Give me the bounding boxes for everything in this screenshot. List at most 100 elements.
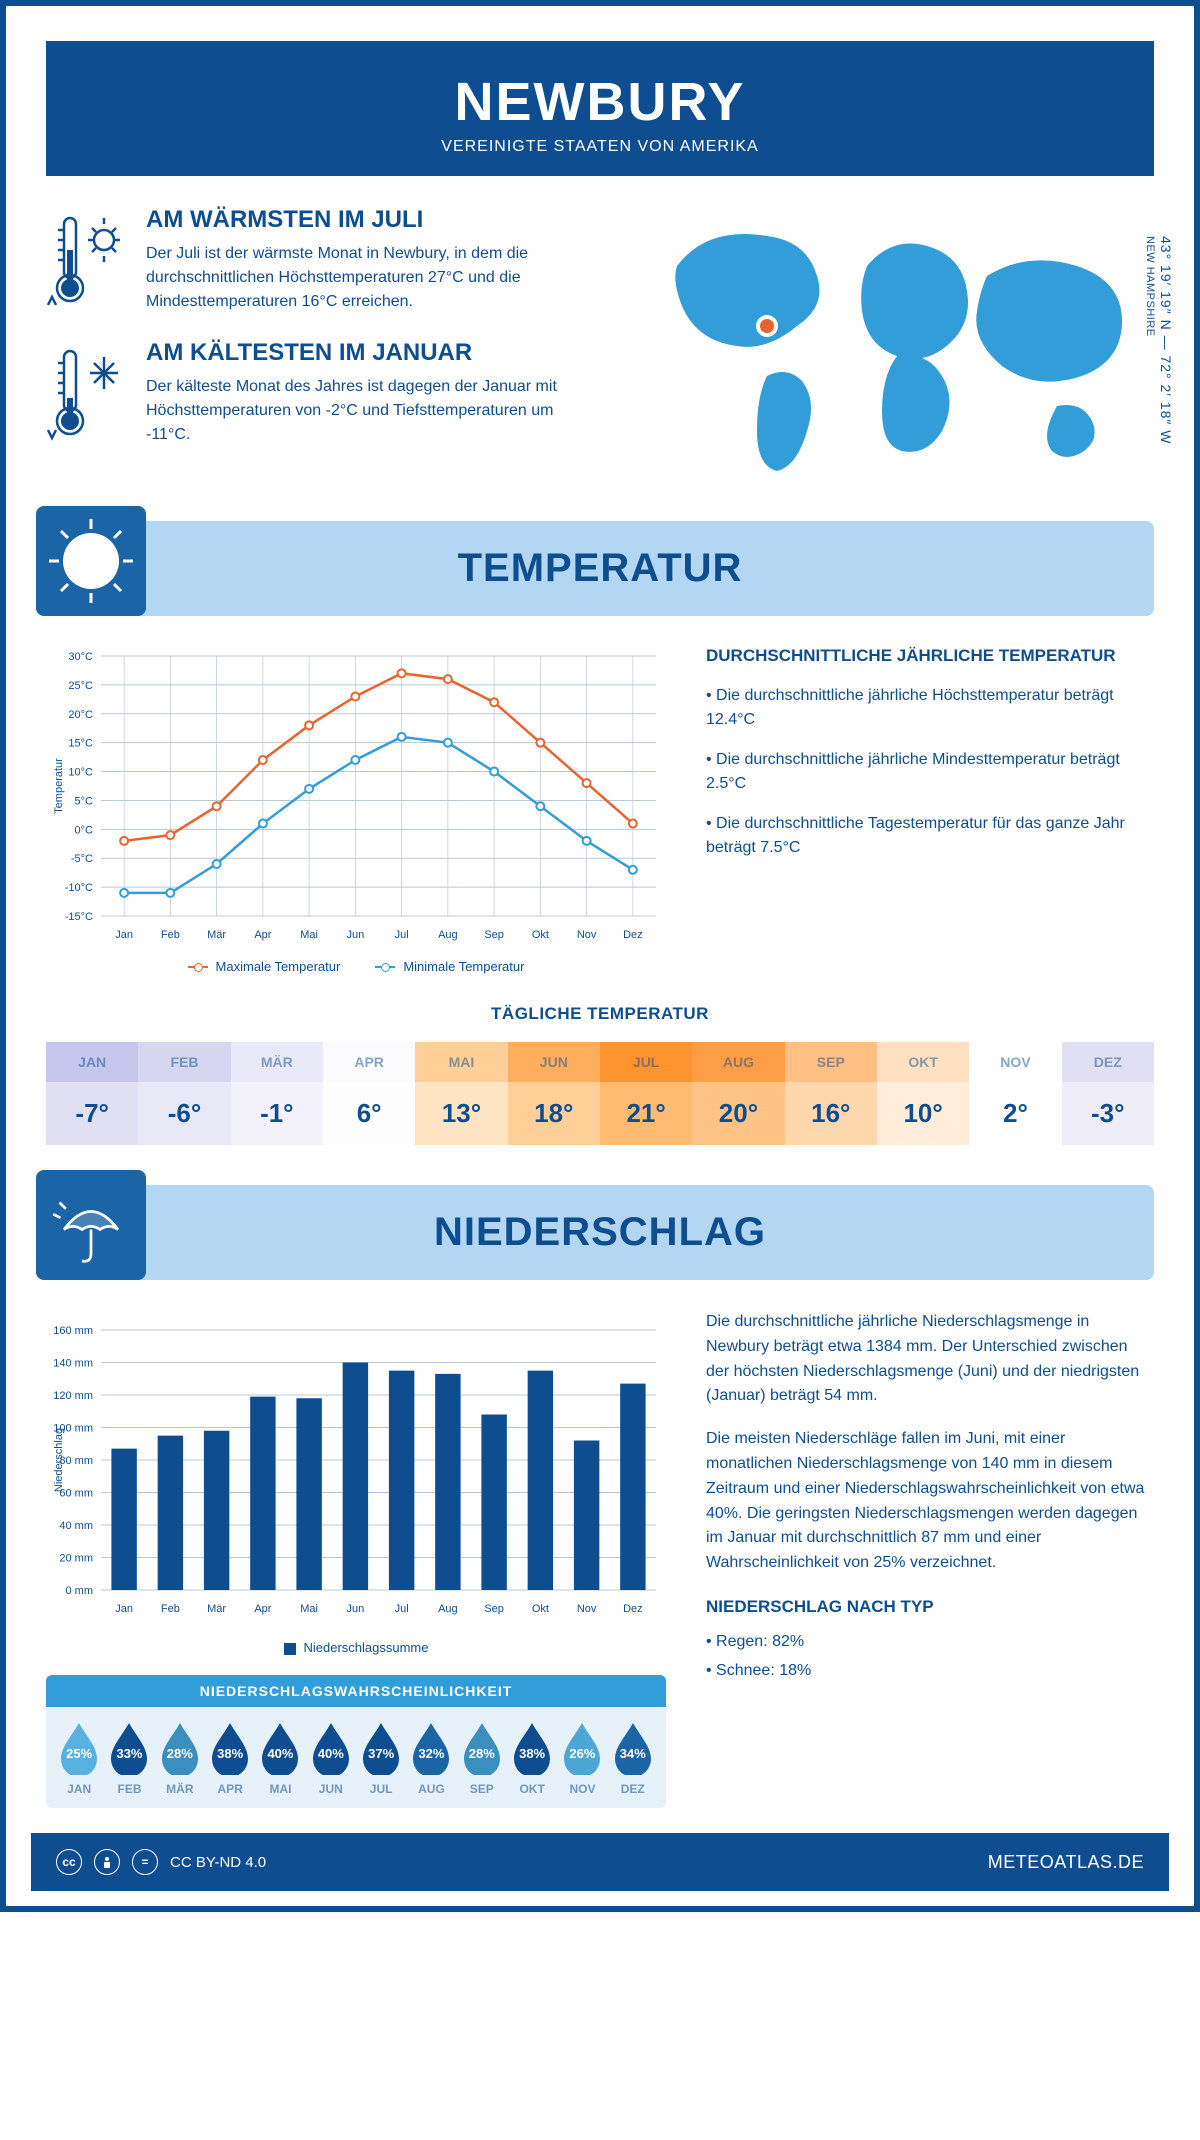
svg-text:Apr: Apr xyxy=(254,1603,271,1615)
svg-text:20°C: 20°C xyxy=(68,709,93,721)
umbrella-icon xyxy=(36,1170,146,1280)
prob-cell: 32%AUG xyxy=(406,1721,456,1796)
warmest-text: Der Juli ist der wärmste Monat in Newbur… xyxy=(146,242,580,314)
svg-text:-15°C: -15°C xyxy=(65,911,93,923)
prob-cell: 33%FEB xyxy=(104,1721,154,1796)
daily-temp-cell: JUN18° xyxy=(508,1042,600,1145)
svg-text:Jan: Jan xyxy=(115,929,133,941)
coldest-block: AM KÄLTESTEN IM JANUAR Der kälteste Mona… xyxy=(46,339,580,447)
precip-section-banner: NIEDERSCHLAG xyxy=(46,1185,1154,1280)
svg-text:Apr: Apr xyxy=(254,929,271,941)
svg-text:Temperatur: Temperatur xyxy=(53,758,65,814)
svg-text:Nov: Nov xyxy=(577,1603,597,1615)
header-area: NEWBURY VEREINIGTE STAATEN VON AMERIKA xyxy=(46,41,1154,176)
svg-text:Mai: Mai xyxy=(300,1603,318,1615)
svg-text:25°C: 25°C xyxy=(68,680,93,692)
svg-text:0°C: 0°C xyxy=(75,824,94,836)
precipitation-chart: 0 mm20 mm40 mm60 mm80 mm100 mm120 mm140 … xyxy=(46,1310,666,1655)
prob-cell: 38%APR xyxy=(205,1721,255,1796)
prob-cell: 40%MAI xyxy=(255,1721,305,1796)
daily-temp-cell: APR6° xyxy=(323,1042,415,1145)
prob-cell: 34%DEZ xyxy=(608,1721,658,1796)
precip-legend: Niederschlagssumme xyxy=(46,1640,666,1655)
coordinates: 43° 19′ 19″ N — 72° 2′ 18″ W NEW HAMPSHI… xyxy=(1142,236,1174,444)
svg-text:120 mm: 120 mm xyxy=(53,1390,93,1402)
svg-text:Mär: Mär xyxy=(207,1603,226,1615)
svg-text:Feb: Feb xyxy=(161,1603,180,1615)
city-name: NEWBURY xyxy=(46,71,1154,133)
temp-chart-legend: Maximale Temperatur Minimale Temperatur xyxy=(46,959,666,974)
temp-section-title: TEMPERATUR xyxy=(46,546,1154,591)
prob-cell: 40%JUN xyxy=(306,1721,356,1796)
thermometer-snow-icon xyxy=(46,339,126,447)
svg-text:20 mm: 20 mm xyxy=(59,1553,93,1565)
thermometer-sun-icon xyxy=(46,206,126,314)
svg-text:Jun: Jun xyxy=(347,1603,365,1615)
precip-section-title: NIEDERSCHLAG xyxy=(46,1210,1154,1255)
svg-text:Dez: Dez xyxy=(623,1603,643,1615)
svg-text:Nov: Nov xyxy=(577,929,597,941)
svg-text:40 mm: 40 mm xyxy=(59,1520,93,1532)
daily-temp-cell: JUL21° xyxy=(600,1042,692,1145)
svg-text:15°C: 15°C xyxy=(68,738,93,750)
svg-text:-5°C: -5°C xyxy=(71,853,93,865)
probability-table: NIEDERSCHLAGSWAHRSCHEINLICHKEIT 25%JAN33… xyxy=(46,1675,666,1808)
prob-cell: 26%NOV xyxy=(557,1721,607,1796)
svg-text:30°C: 30°C xyxy=(68,651,93,663)
country-name: VEREINIGTE STAATEN VON AMERIKA xyxy=(46,138,1154,156)
warmest-block: AM WÄRMSTEN IM JULI Der Juli ist der wär… xyxy=(46,206,580,314)
nd-icon: = xyxy=(132,1849,158,1875)
svg-text:Feb: Feb xyxy=(161,929,180,941)
coldest-title: AM KÄLTESTEN IM JANUAR xyxy=(146,339,580,367)
temperature-chart: -15°C -10°C -5°C 0°C 5°C 10°C 15°C 20°C 25°C 30°C… xyxy=(46,646,666,974)
svg-text:Dez: Dez xyxy=(623,929,643,941)
intro-section: AM WÄRMSTEN IM JULI Der Juli ist der wär… xyxy=(46,206,1154,491)
daily-temp-cell: SEP16° xyxy=(785,1042,877,1145)
daily-temp-table: TÄGLICHE TEMPERATUR JAN-7°FEB-6°MÄR-1°AP… xyxy=(46,1004,1154,1145)
daily-temp-cell: DEZ-3° xyxy=(1062,1042,1154,1145)
daily-temp-cell: MAI13° xyxy=(415,1042,507,1145)
footer: cc = CC BY-ND 4.0 METEOATLAS.DE xyxy=(31,1833,1169,1891)
cc-icon: cc xyxy=(56,1849,82,1875)
prob-cell: 25%JAN xyxy=(54,1721,104,1796)
temp-section-banner: TEMPERATUR xyxy=(46,521,1154,616)
svg-text:Aug: Aug xyxy=(438,1603,458,1615)
svg-text:Jul: Jul xyxy=(395,1603,409,1615)
world-map xyxy=(620,206,1154,486)
daily-temp-cell: OKT10° xyxy=(877,1042,969,1145)
svg-text:Niederschlag: Niederschlag xyxy=(53,1428,65,1492)
svg-text:Aug: Aug xyxy=(438,929,458,941)
svg-text:Mär: Mär xyxy=(207,929,226,941)
svg-text:Jul: Jul xyxy=(395,929,409,941)
svg-text:Jan: Jan xyxy=(115,1603,133,1615)
svg-text:Okt: Okt xyxy=(532,1603,549,1615)
svg-text:Sep: Sep xyxy=(484,929,504,941)
daily-temp-cell: AUG20° xyxy=(692,1042,784,1145)
coldest-text: Der kälteste Monat des Jahres ist dagege… xyxy=(146,375,580,447)
prob-cell: 37%JUL xyxy=(356,1721,406,1796)
daily-temp-cell: FEB-6° xyxy=(138,1042,230,1145)
svg-text:0 mm: 0 mm xyxy=(66,1585,94,1597)
svg-text:-10°C: -10°C xyxy=(65,882,93,894)
daily-temp-cell: NOV2° xyxy=(969,1042,1061,1145)
daily-temp-cell: JAN-7° xyxy=(46,1042,138,1145)
svg-text:Mai: Mai xyxy=(300,929,318,941)
site-name: METEOATLAS.DE xyxy=(988,1852,1144,1873)
temp-desc: DURCHSCHNITTLICHE JÄHRLICHE TEMPERATUR •… xyxy=(706,646,1154,974)
prob-cell: 28%MÄR xyxy=(155,1721,205,1796)
svg-text:Okt: Okt xyxy=(532,929,549,941)
warmest-title: AM WÄRMSTEN IM JULI xyxy=(146,206,580,234)
precip-desc: Die durchschnittliche jährliche Niedersc… xyxy=(706,1310,1154,1808)
prob-cell: 28%SEP xyxy=(457,1721,507,1796)
license-text: CC BY-ND 4.0 xyxy=(170,1854,266,1871)
prob-cell: 38%OKT xyxy=(507,1721,557,1796)
title-banner: NEWBURY VEREINIGTE STAATEN VON AMERIKA xyxy=(46,41,1154,176)
svg-text:5°C: 5°C xyxy=(75,795,94,807)
svg-text:10°C: 10°C xyxy=(68,767,93,779)
sun-icon xyxy=(36,506,146,616)
svg-text:Sep: Sep xyxy=(484,1603,504,1615)
daily-temp-cell: MÄR-1° xyxy=(231,1042,323,1145)
svg-text:140 mm: 140 mm xyxy=(53,1358,93,1370)
svg-text:Jun: Jun xyxy=(347,929,365,941)
by-icon xyxy=(94,1849,120,1875)
